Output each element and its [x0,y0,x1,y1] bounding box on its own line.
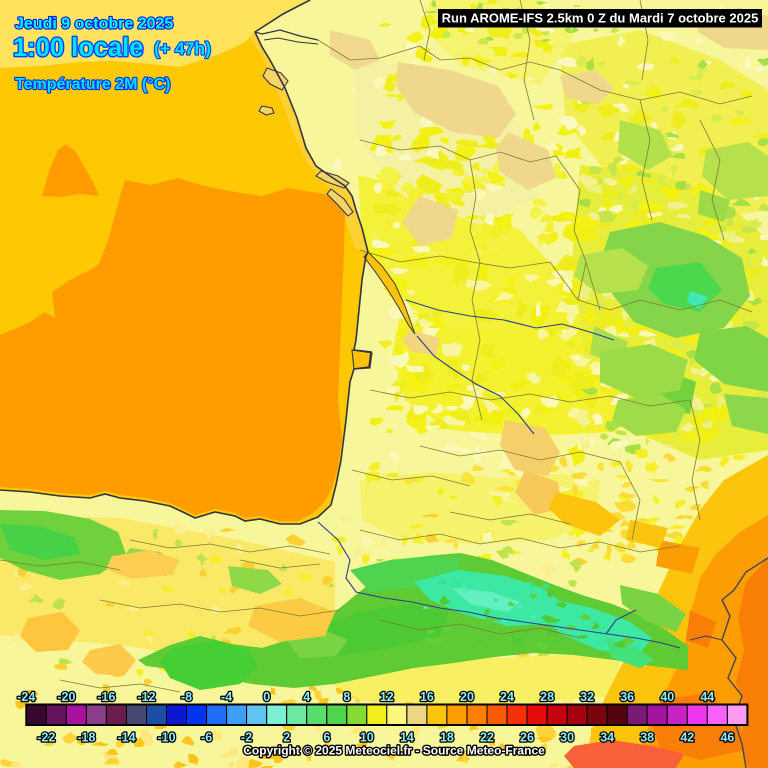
svg-text:36: 36 [620,690,634,704]
svg-text:26: 26 [520,731,534,745]
svg-text:-20: -20 [57,690,75,704]
svg-text:18: 18 [440,731,454,745]
svg-text:28: 28 [540,690,554,704]
svg-text:6: 6 [323,731,330,745]
svg-text:34: 34 [600,731,614,745]
svg-text:32: 32 [580,690,594,704]
svg-text:24: 24 [500,690,514,704]
svg-text:22: 22 [480,731,494,745]
svg-text:(+ 47h): (+ 47h) [154,39,211,59]
svg-text:12: 12 [380,690,394,704]
svg-text:-6: -6 [201,731,212,745]
svg-text:14: 14 [400,731,414,745]
svg-text:42: 42 [680,731,694,745]
svg-text:Température 2M (°C): Température 2M (°C) [15,76,170,93]
svg-text:-12: -12 [137,690,155,704]
svg-text:44: 44 [700,690,714,704]
svg-text:10: 10 [360,731,374,745]
svg-text:2: 2 [283,731,290,745]
svg-text:1:00 locale: 1:00 locale [13,34,143,62]
svg-text:-18: -18 [77,731,95,745]
svg-text:30: 30 [560,731,574,745]
svg-text:-24: -24 [17,690,35,704]
svg-text:-8: -8 [181,690,192,704]
svg-text:-10: -10 [157,731,175,745]
svg-text:46: 46 [720,731,734,745]
svg-text:Run AROME-IFS 2.5km 0 Z du Mar: Run AROME-IFS 2.5km 0 Z du Mardi 7 octob… [442,11,759,26]
svg-text:20: 20 [460,690,474,704]
svg-text:0: 0 [263,690,270,704]
svg-text:16: 16 [420,690,434,704]
svg-text:-4: -4 [221,690,232,704]
svg-text:-22: -22 [37,731,55,745]
svg-text:38: 38 [640,731,654,745]
svg-text:Jeudi 9 octobre 2025: Jeudi 9 octobre 2025 [15,16,173,33]
svg-text:-2: -2 [241,731,252,745]
svg-text:Copyright © 2025 Meteociel.fr: Copyright © 2025 Meteociel.fr - Source M… [243,744,545,758]
svg-text:-16: -16 [97,690,115,704]
svg-text:-14: -14 [117,731,135,745]
svg-text:40: 40 [660,690,674,704]
svg-text:4: 4 [303,690,310,704]
svg-text:8: 8 [343,690,350,704]
